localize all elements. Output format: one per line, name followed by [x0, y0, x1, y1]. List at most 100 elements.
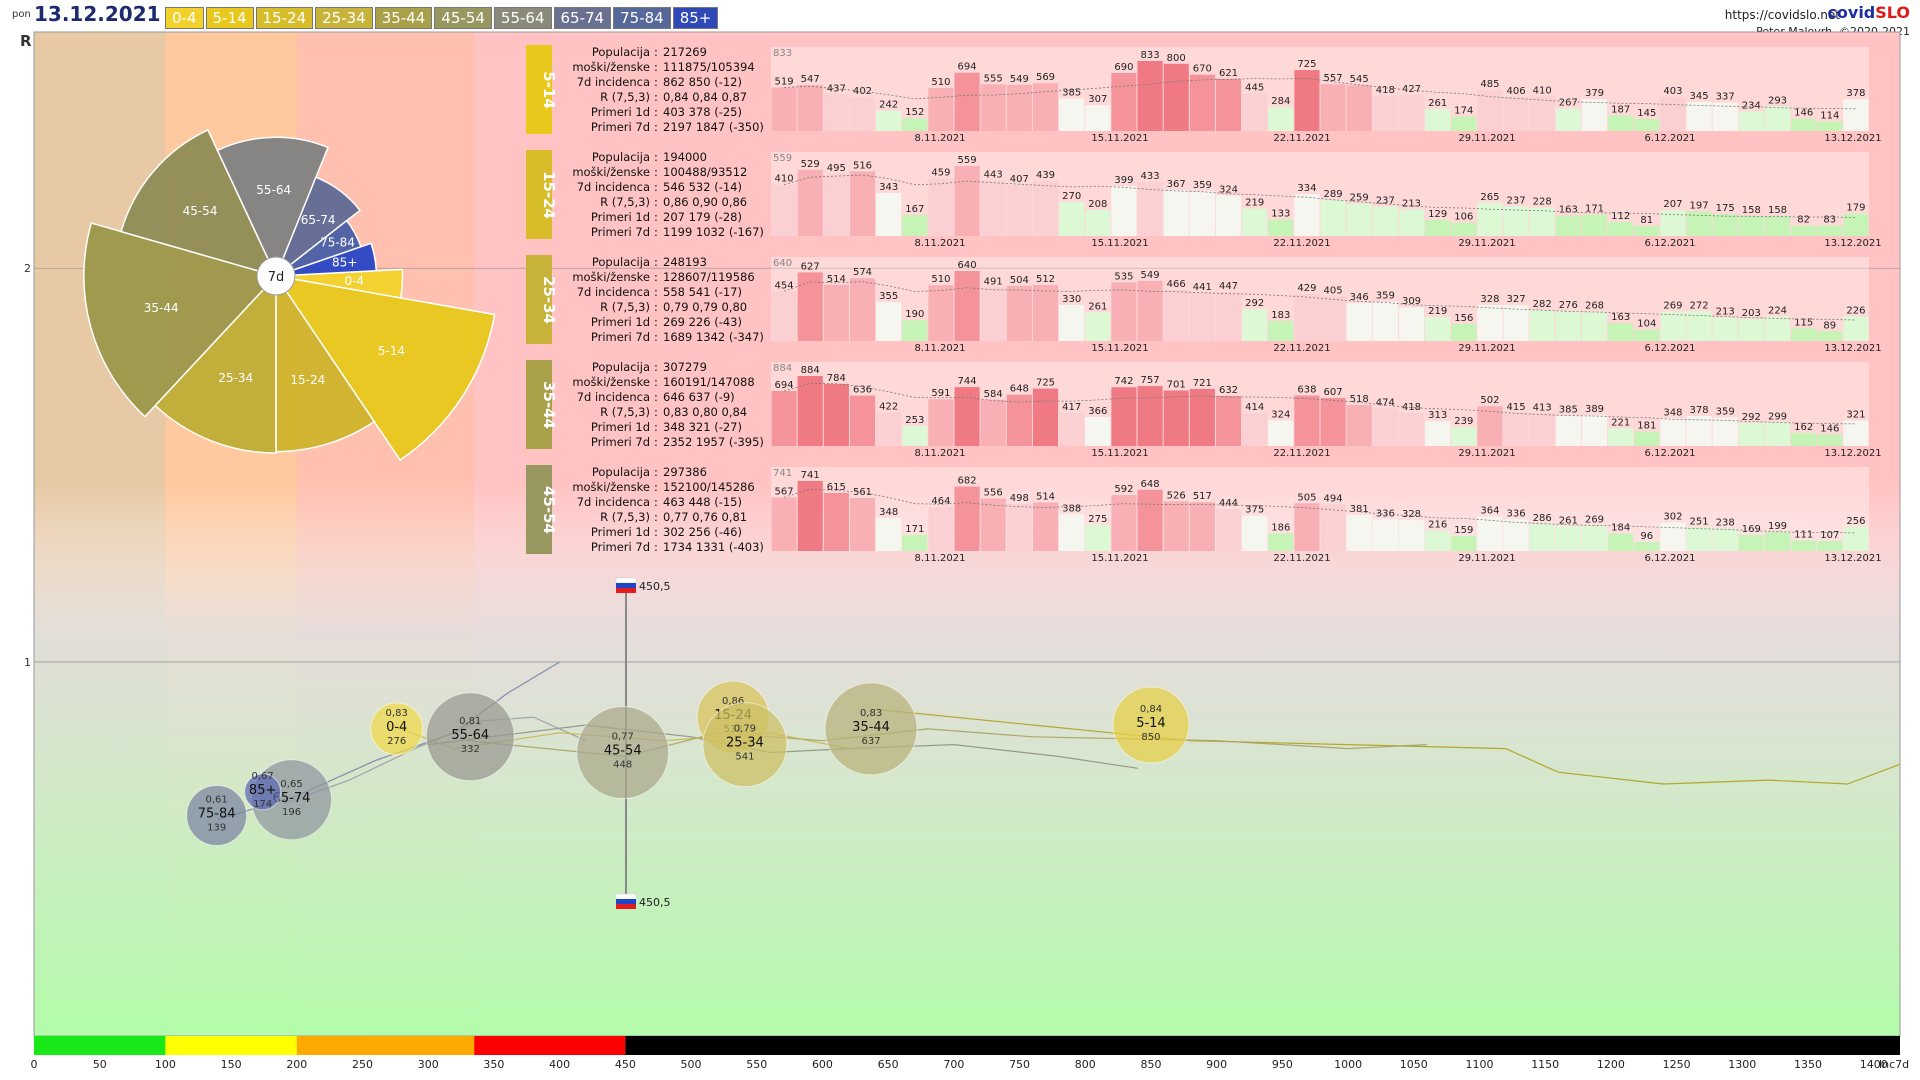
panel-bar-label: 517: [1193, 491, 1212, 502]
age-chip-5-14[interactable]: 5-14: [205, 7, 254, 29]
panel-max-label: 833: [773, 48, 792, 59]
panel-bar-label: 557: [1324, 73, 1343, 84]
panel-bar: [1503, 413, 1529, 446]
stat-separator: :: [654, 105, 658, 119]
age-chip-75-84[interactable]: 75-84: [613, 7, 671, 29]
age-chip-55-64[interactable]: 55-64: [493, 7, 552, 29]
panel-bar-label: 379: [1585, 88, 1604, 99]
panel-bar: [876, 302, 902, 341]
stat-key: R (7,5,3): [600, 510, 650, 524]
panel-bar: [980, 180, 1006, 236]
panel-bar: [1085, 105, 1111, 131]
x-tick-label: 800: [1075, 1058, 1096, 1071]
panel-bar: [1059, 412, 1085, 446]
stat-key: R (7,5,3): [600, 405, 650, 419]
panel-bar: [1425, 421, 1451, 446]
bubble-group-label: 35-44: [852, 720, 890, 735]
panel-bar: [1372, 408, 1398, 446]
panel-bar-label: 242: [879, 100, 898, 111]
panel-bar: [1686, 102, 1712, 131]
panel-bar-label: 219: [1245, 198, 1264, 209]
bubble-circle: [186, 785, 248, 847]
bubble-circle: [425, 692, 515, 782]
stat-value: 546 532 (-14): [663, 180, 742, 194]
panel-bar-label: 364: [1480, 506, 1499, 517]
panel-bar-label: 276: [1559, 300, 1578, 311]
age-chip-35-44[interactable]: 35-44: [374, 7, 433, 29]
panel-bar-label: 402: [853, 86, 872, 97]
stat-separator: :: [654, 375, 658, 389]
site-url[interactable]: https://covidslo.net: [1724, 8, 1840, 22]
panel-bar: [1189, 502, 1215, 551]
panel-bar: [1529, 310, 1555, 341]
bubble-inc-label: 174: [253, 799, 272, 810]
panel-bar-label: 261: [1088, 301, 1107, 312]
panel-group-tag: [526, 360, 552, 449]
panel-bar: [1215, 395, 1242, 446]
panel-bar-label: 682: [958, 476, 977, 487]
panel-bar: [928, 285, 954, 341]
panel-max-label: 559: [773, 153, 792, 164]
panel-bar-label: 495: [827, 163, 846, 174]
panel-group-label: 45-54: [540, 486, 558, 534]
panel-bar-label: 259: [1350, 193, 1369, 204]
panel-bar-label: 514: [827, 274, 846, 285]
age-panel-45-54: 45-54Populacija:297386moški/ženske:15210…: [526, 465, 1882, 564]
panel-bar: [771, 497, 797, 551]
stat-key: moški/ženske: [572, 60, 650, 74]
age-panel-25-34: 25-34Populacija:248193moški/ženske:12860…: [526, 255, 1882, 354]
panel-bar-label: 429: [1297, 283, 1316, 294]
panel-bar: [1660, 210, 1686, 236]
panel-bar-label: 336: [1507, 508, 1526, 519]
panel-bar: [771, 291, 797, 341]
x-tick-label: 750: [1009, 1058, 1030, 1071]
panel-bar: [980, 498, 1006, 551]
age-chip-25-34[interactable]: 25-34: [315, 7, 373, 29]
panel-date-label: 8.11.2021: [915, 343, 966, 354]
panel-bar: [1608, 221, 1634, 236]
stat-separator: :: [654, 165, 658, 179]
age-chip-65-74[interactable]: 65-74: [553, 7, 612, 29]
panel-bar: [1425, 219, 1451, 236]
panel-bar-label: 213: [1402, 198, 1421, 209]
stat-value: 1199 1032 (-167): [663, 225, 764, 239]
age-chip-15-24[interactable]: 15-24: [255, 7, 314, 29]
panel-bar: [797, 169, 823, 236]
stat-separator: :: [654, 225, 658, 239]
stat-separator: :: [654, 90, 658, 104]
panel-bar: [1346, 404, 1372, 446]
panel-max-label: 884: [773, 363, 792, 374]
panel-bar: [1712, 214, 1738, 236]
panel-bar-label: 175: [1716, 203, 1735, 214]
panel-group-label: 5-14: [540, 71, 558, 109]
bubble-circle: [702, 702, 788, 788]
panel-bar-label: 89: [1823, 320, 1836, 331]
panel-bar-label: 328: [1480, 294, 1499, 305]
panel-bar: [1372, 519, 1398, 551]
panel-bar-label: 640: [958, 260, 977, 271]
panel-bar-label: 268: [1585, 301, 1604, 312]
bubble-r-label: 0,83: [386, 708, 408, 719]
panel-bar-label: 375: [1245, 505, 1264, 516]
panel-bar: [849, 395, 876, 446]
panel-bar: [1242, 515, 1268, 551]
panel-bar: [1006, 394, 1032, 446]
panel-bar: [1137, 489, 1163, 551]
panel-group-tag: [526, 465, 552, 554]
panel-bar-label: 324: [1271, 409, 1290, 420]
age-chip-45-54[interactable]: 45-54: [434, 7, 492, 29]
panel-bar-label: 505: [1297, 492, 1316, 503]
age-chip-85+[interactable]: 85+: [672, 7, 719, 29]
panel-bar: [1451, 116, 1477, 131]
panel-bar-label: 414: [1245, 402, 1264, 413]
age-chip-0-4[interactable]: 0-4: [165, 7, 204, 29]
panel-bar-label: 410: [775, 174, 794, 185]
panel-bar: [1843, 420, 1869, 446]
panel-bar-label: 413: [1533, 402, 1552, 413]
panel-bar-label: 418: [1402, 402, 1421, 413]
panel-bar-label: 721: [1193, 378, 1212, 389]
panel-bar-label: 183: [1271, 310, 1290, 321]
panel-bar-label: 441: [1193, 282, 1212, 293]
